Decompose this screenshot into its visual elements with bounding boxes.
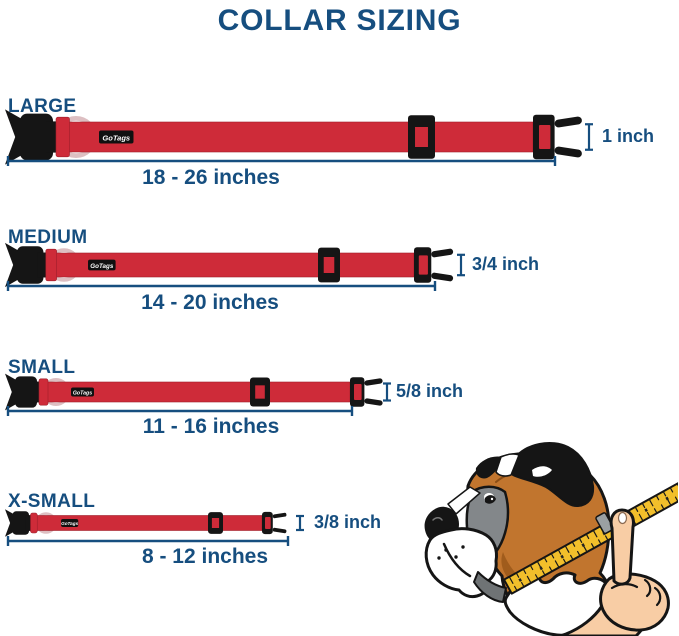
buckle-prong <box>554 116 582 128</box>
ear-highlight <box>532 466 552 477</box>
brand-tag <box>61 519 79 527</box>
chest <box>503 571 614 636</box>
whisker-spot <box>454 555 458 559</box>
size-label-small: SMALL <box>8 357 76 378</box>
width-label-medium: 3/4 inch <box>472 254 540 274</box>
collar-graphic-x-small: GoTags <box>5 509 304 546</box>
eye <box>485 495 496 504</box>
collar-graphic-large: GoTags <box>5 109 593 166</box>
strap-wrap <box>45 248 57 282</box>
measure-line <box>6 536 290 546</box>
whisker-spot <box>461 545 465 549</box>
measure-line <box>6 281 437 291</box>
left-ear-patch <box>475 456 502 479</box>
range-label-small: 11 - 16 inches <box>142 415 280 438</box>
hand <box>558 508 670 636</box>
width-label-small: 5/8 inch <box>396 381 464 401</box>
size-label-medium: MEDIUM <box>8 227 88 248</box>
range-label-medium: 14 - 20 inches <box>141 291 279 314</box>
strap-wrap <box>30 512 38 534</box>
dog-with-tape-illustration <box>424 442 678 636</box>
width-bracket <box>383 382 391 402</box>
grey-chin <box>473 571 507 603</box>
brand-tag <box>88 259 116 271</box>
fist <box>599 572 670 632</box>
muzzle-band <box>447 486 481 515</box>
brand-tag <box>71 387 94 397</box>
buckle-prong <box>272 512 287 519</box>
brand-tag-label: GoTags <box>90 263 114 270</box>
buckle-female <box>5 242 51 288</box>
range-label-large: 18 - 26 inches <box>142 166 280 189</box>
range-label-x-small: 8 - 12 inches <box>141 545 269 568</box>
width-label-x-small: 3/8 inch <box>314 512 382 532</box>
width-bracket <box>585 123 593 151</box>
buckle-prong <box>364 398 383 406</box>
strap-wrap <box>55 116 70 158</box>
size-label-large: LARGE <box>8 96 77 117</box>
eye-glint <box>490 497 494 501</box>
mouth-line <box>442 542 472 578</box>
buckle-female <box>5 509 34 537</box>
brand-tag-label: GoTags <box>61 521 78 526</box>
dog-ear <box>508 442 595 508</box>
fingernail <box>617 511 628 525</box>
nostril <box>432 517 443 521</box>
whisker-spot <box>437 556 441 560</box>
page-title: COLLAR SIZING <box>217 4 462 37</box>
buckle-prong <box>431 248 454 258</box>
buckle-prong <box>364 378 383 386</box>
measure-line <box>6 156 557 166</box>
size-label-x-small: X-SMALL <box>8 491 96 512</box>
knuckle-line <box>653 586 662 607</box>
width-bracket <box>457 253 465 277</box>
measure-line <box>6 406 354 416</box>
thumb-line <box>610 583 639 590</box>
tape-clip <box>595 512 615 535</box>
width-bracket <box>296 514 304 532</box>
blaze <box>495 453 520 477</box>
buckle-prong <box>554 146 582 158</box>
buckle-female <box>5 373 43 411</box>
brand-tag-label: GoTags <box>73 390 92 396</box>
buckle-female <box>5 109 62 165</box>
knuckle-line <box>643 578 652 598</box>
collar-graphic-medium: GoTags <box>5 242 465 291</box>
width-label-large: 1 inch <box>602 126 655 146</box>
strap-wrap <box>38 378 49 406</box>
brand-tag-label: GoTags <box>102 134 130 143</box>
brand-tag <box>99 130 134 144</box>
collar-graphic-small: GoTags <box>5 373 391 416</box>
buckle-prong <box>431 272 454 282</box>
buckle-prong <box>272 527 287 534</box>
